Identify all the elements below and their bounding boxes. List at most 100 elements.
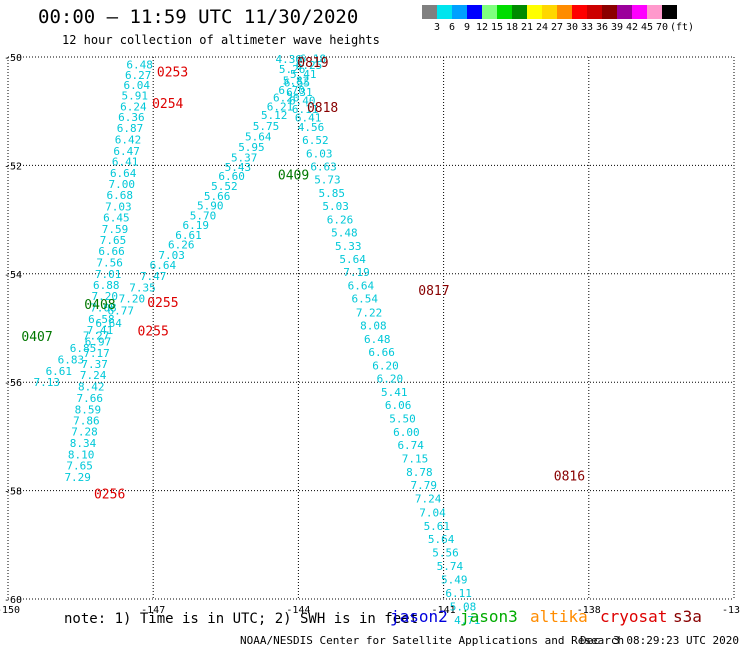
credit-date: Dec 3 08:29:23 UTC 2020	[580, 634, 739, 647]
swh-point: 7.66	[77, 392, 104, 405]
swh-point: 5.43	[225, 161, 252, 174]
swh-point: 5.12	[261, 109, 288, 122]
scale-swatch	[482, 5, 497, 19]
swh-point: 6.20	[372, 359, 399, 372]
swh-point: 6.31	[286, 86, 313, 99]
swh-point: 5.03	[322, 200, 349, 213]
time-label: 0255	[147, 296, 178, 311]
swh-point: 6.41	[295, 112, 322, 125]
swh-point: 6.63	[310, 160, 337, 173]
swh-point: 7.20	[92, 290, 119, 303]
swh-point: 4.36	[275, 53, 302, 66]
scale-swatch	[512, 5, 527, 19]
swh-point: 7.35	[129, 281, 156, 294]
swh-point: 5.70	[190, 209, 217, 222]
scale-swatch	[437, 5, 452, 19]
swh-point: 5.48	[331, 227, 358, 240]
swh-point: 8.34	[70, 437, 97, 450]
swh-point: 5.56	[432, 546, 459, 559]
scale-label: 70	[655, 22, 669, 33]
y-tick-label: -54	[4, 270, 22, 281]
swh-point: 6.77	[108, 305, 135, 318]
swh-point: 6.70	[278, 84, 305, 97]
swh-point: 7.17	[83, 347, 110, 360]
time-label: 0253	[157, 66, 188, 81]
scale-label: 6	[448, 22, 456, 33]
x-tick-label: -135	[722, 605, 740, 616]
scale-label: 9	[463, 22, 471, 33]
swh-point: 6.68	[107, 189, 134, 202]
swh-point: 5.82	[283, 74, 310, 87]
time-label: 0254	[152, 97, 183, 112]
scale-swatch	[527, 5, 542, 19]
swh-point: 6.00	[393, 426, 420, 439]
swh-point: 6.18	[300, 53, 327, 66]
swh-point: 5.41	[290, 68, 317, 81]
satellite-altika: altika	[530, 607, 588, 626]
swh-point: 5.85	[319, 187, 346, 200]
scale-swatch	[617, 5, 632, 19]
scale-label: 12	[475, 22, 489, 33]
swh-point: 6.42	[115, 133, 142, 146]
swh-point: 7.37	[81, 358, 108, 371]
swh-point: 5.95	[238, 141, 265, 154]
scale-swatch	[452, 5, 467, 19]
footnote: note: 1) Time is in UTC; 2) SWH is in fe…	[64, 611, 419, 627]
swh-point: 7.29	[64, 471, 91, 484]
scale-swatch	[572, 5, 587, 19]
chart-title: 00:00 – 11:59 UTC 11/30/2020	[38, 6, 359, 28]
time-label: 0409	[278, 169, 309, 184]
x-tick-label: -144	[286, 605, 310, 616]
swh-point: 7.20	[119, 293, 146, 306]
swh-point: 6.60	[218, 170, 245, 183]
swh-point: 4.71	[454, 614, 481, 627]
swh-point: 7.59	[102, 223, 129, 236]
credit-line: NOAA/NESDIS Center for Satellite Applica…	[240, 634, 625, 647]
swh-point: 7.08	[90, 301, 117, 314]
swh-point: 6.36	[118, 111, 145, 124]
swh-point: 8.78	[406, 466, 433, 479]
swh-point: 6.26	[168, 239, 195, 252]
swh-point: 5.75	[253, 120, 280, 133]
scale-swatch	[557, 5, 572, 19]
swh-point: 8.08	[360, 319, 387, 332]
swh-point: 6.66	[368, 346, 395, 359]
swh-point: 7.22	[356, 306, 383, 319]
swh-point: 7.65	[66, 460, 93, 473]
swh-point: 6.55	[284, 76, 311, 89]
swh-point: 7.00	[108, 178, 135, 191]
swh-point: 8.10	[68, 448, 95, 461]
swh-point: 5.41	[381, 386, 408, 399]
y-tick-label: -56	[4, 378, 22, 389]
swh-point: 6.74	[397, 439, 424, 452]
scale-swatch	[587, 5, 602, 19]
swh-point: 6.83	[58, 353, 85, 366]
swh-point: 6.06	[385, 399, 412, 412]
scale-label: 27	[550, 22, 564, 33]
swh-point: 6.61	[46, 365, 73, 378]
swh-point: 5.73	[314, 173, 341, 186]
swh-point: 8.42	[78, 381, 105, 394]
y-tick-label: -60	[4, 595, 22, 606]
swh-point: 6.61	[175, 229, 202, 242]
scale-label: 3	[433, 22, 441, 33]
swh-point: 6.64	[110, 167, 137, 180]
time-label: 0816	[554, 469, 585, 484]
scale-label: 33	[580, 22, 594, 33]
x-tick-label: -147	[141, 605, 165, 616]
x-tick-label: -141	[432, 605, 456, 616]
swh-point: 7.24	[80, 369, 107, 382]
satellite-cryosat: cryosat	[600, 607, 668, 626]
swh-point: 7.13	[33, 376, 60, 389]
swh-point: 6.87	[117, 122, 144, 135]
swh-point: 6.64	[95, 317, 122, 330]
swh-point: 6.21	[267, 100, 294, 113]
swh-point: 7.56	[96, 256, 123, 269]
scale-swatch	[602, 5, 617, 19]
swh-point: 7.27	[83, 330, 110, 343]
swh-point: 6.52	[302, 134, 329, 147]
swh-point: 5.08	[450, 601, 477, 614]
x-tick-label: -138	[577, 605, 601, 616]
